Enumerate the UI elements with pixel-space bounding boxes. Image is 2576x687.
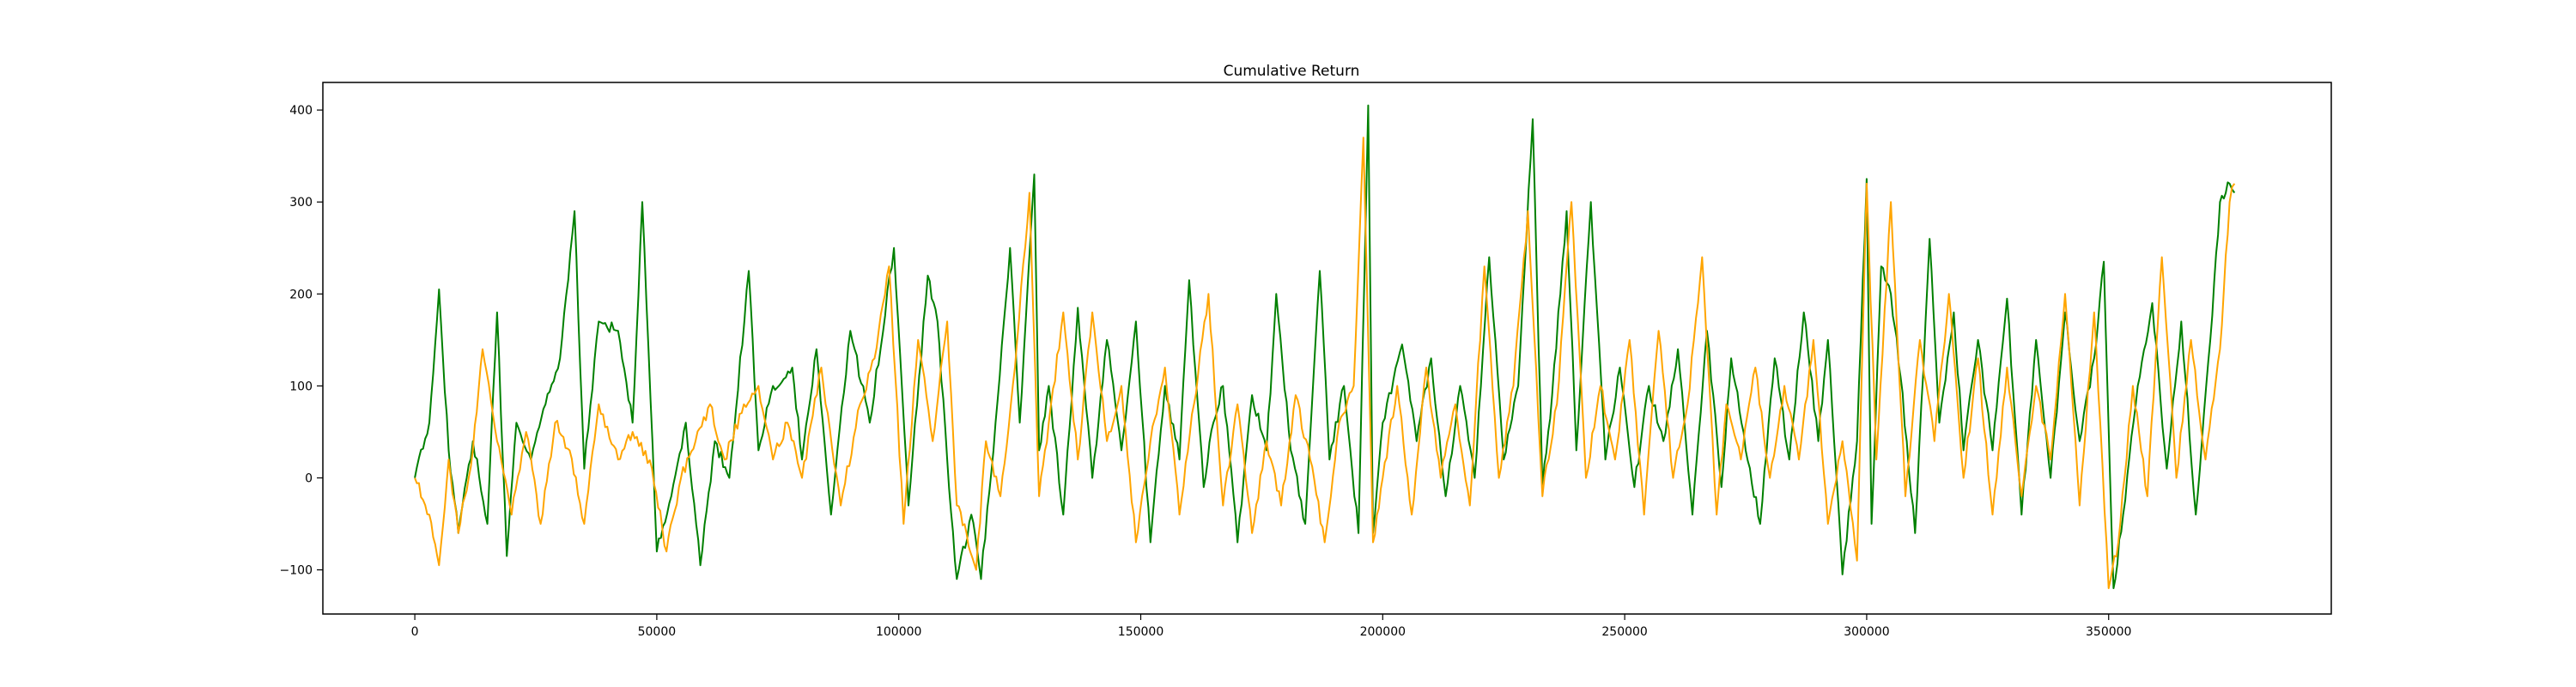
- x-axis: 0 50000 100000 150000 200000 250000 300000 3500…: [411, 614, 2131, 639]
- y-tick-label: 100: [289, 380, 313, 393]
- x-tick-label: 350000: [2086, 625, 2131, 639]
- x-tick-label: 150000: [1118, 625, 1163, 639]
- x-tick-label: 200000: [1360, 625, 1406, 639]
- y-axis: −100 0 100 200 300 400: [280, 104, 323, 578]
- x-tick-label: 300000: [1844, 625, 1889, 639]
- series-line-2: [414, 137, 2236, 589]
- chart-title: Cumulative Return: [1224, 63, 1360, 80]
- x-tick-label: 50000: [638, 625, 677, 639]
- y-tick-label: 300: [289, 196, 313, 210]
- y-tick-label: −100: [280, 564, 313, 578]
- x-tick-label: 250000: [1601, 625, 1647, 639]
- y-tick-label: 400: [289, 104, 313, 118]
- x-tick-label: 100000: [876, 625, 921, 639]
- y-tick-label: 200: [289, 288, 313, 301]
- series-lines: [414, 104, 2236, 589]
- y-tick-label: 0: [305, 472, 313, 486]
- x-tick-label: 0: [411, 625, 419, 639]
- series-line-1: [414, 104, 2236, 589]
- plot-frame: [322, 82, 2332, 615]
